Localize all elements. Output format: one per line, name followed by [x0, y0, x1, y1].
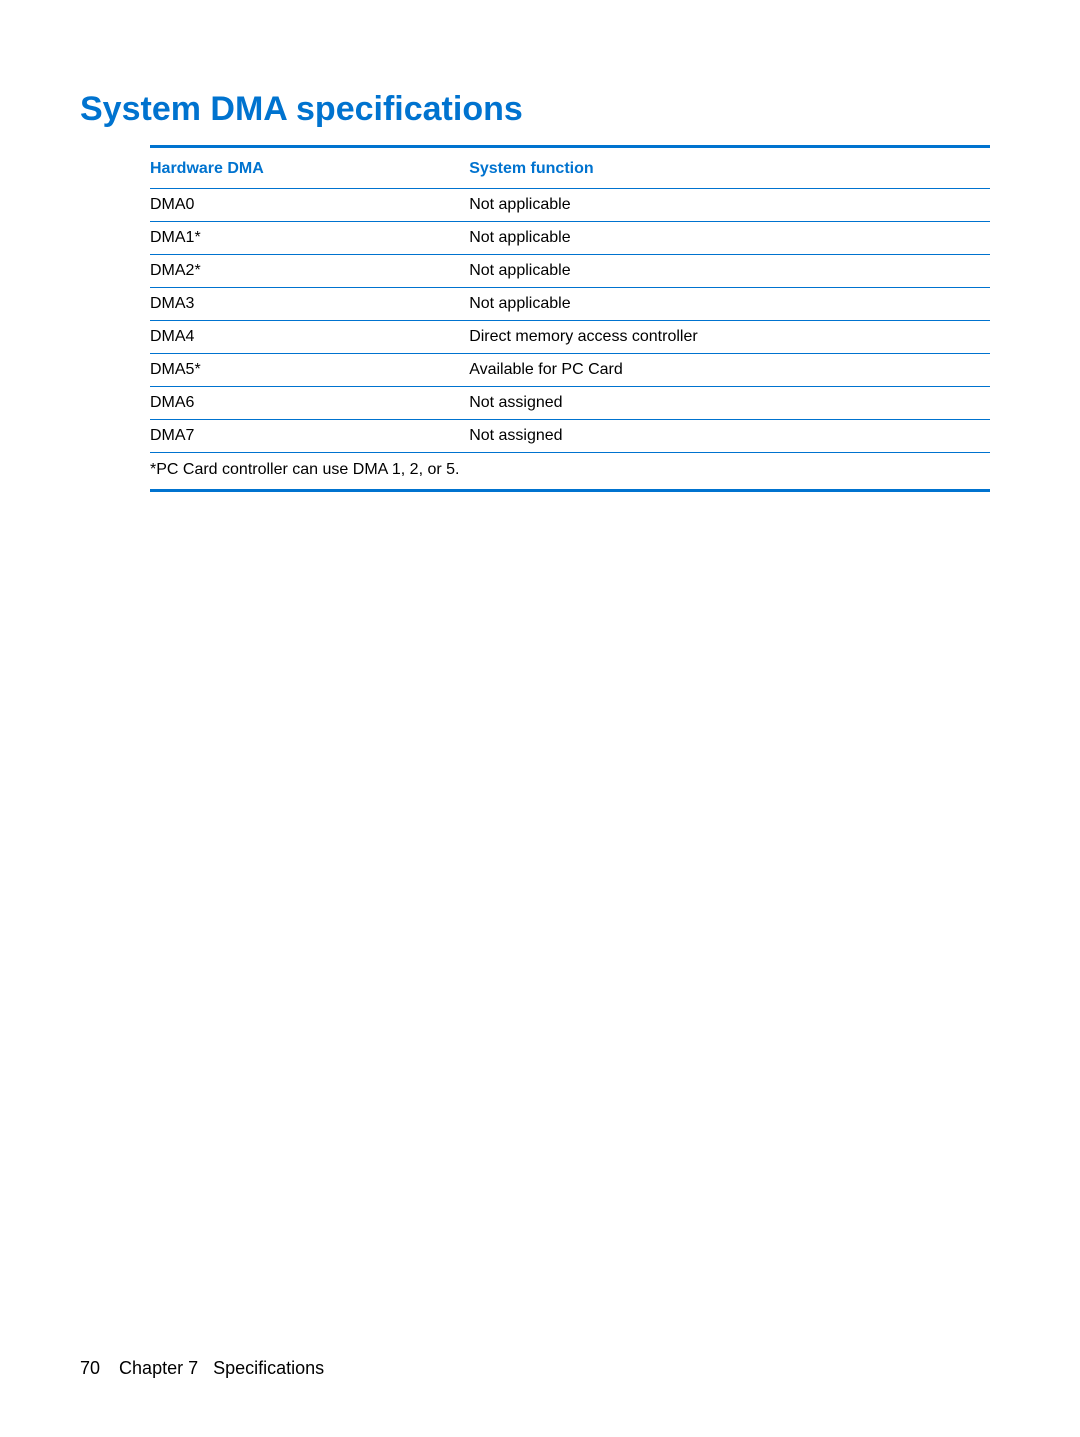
table-footnote-row: *PC Card controller can use DMA 1, 2, or…	[150, 453, 990, 491]
cell-hardware-dma: DMA0	[150, 189, 469, 222]
cell-hardware-dma: DMA7	[150, 420, 469, 453]
cell-system-function: Not applicable	[469, 222, 990, 255]
footer-chapter-title: Specifications	[213, 1358, 324, 1378]
page: System DMA specifications Hardware DMA S…	[0, 0, 1080, 1437]
cell-system-function: Available for PC Card	[469, 354, 990, 387]
table-row: DMA0 Not applicable	[150, 189, 990, 222]
cell-hardware-dma: DMA6	[150, 387, 469, 420]
cell-system-function: Direct memory access controller	[469, 321, 990, 354]
cell-system-function: Not assigned	[469, 387, 990, 420]
table-row: DMA4 Direct memory access controller	[150, 321, 990, 354]
cell-system-function: Not applicable	[469, 189, 990, 222]
cell-system-function: Not applicable	[469, 255, 990, 288]
table-row: DMA5* Available for PC Card	[150, 354, 990, 387]
column-header-hardware-dma: Hardware DMA	[150, 147, 469, 189]
table-row: DMA3 Not applicable	[150, 288, 990, 321]
cell-hardware-dma: DMA1*	[150, 222, 469, 255]
footer-page-number: 70	[80, 1358, 100, 1378]
column-header-system-function: System function	[469, 147, 990, 189]
dma-table: Hardware DMA System function DMA0 Not ap…	[150, 145, 990, 492]
cell-system-function: Not applicable	[469, 288, 990, 321]
table-header-row: Hardware DMA System function	[150, 147, 990, 189]
footer-chapter-label: Chapter 7	[119, 1358, 198, 1378]
cell-hardware-dma: DMA4	[150, 321, 469, 354]
table-row: DMA2* Not applicable	[150, 255, 990, 288]
cell-hardware-dma: DMA2*	[150, 255, 469, 288]
table-row: DMA7 Not assigned	[150, 420, 990, 453]
table-footnote: *PC Card controller can use DMA 1, 2, or…	[150, 453, 990, 491]
cell-hardware-dma: DMA3	[150, 288, 469, 321]
page-footer: 70 Chapter 7 Specifications	[80, 1358, 324, 1379]
table-row: DMA6 Not assigned	[150, 387, 990, 420]
cell-system-function: Not assigned	[469, 420, 990, 453]
cell-hardware-dma: DMA5*	[150, 354, 469, 387]
table-row: DMA1* Not applicable	[150, 222, 990, 255]
dma-table-container: Hardware DMA System function DMA0 Not ap…	[150, 145, 990, 492]
page-heading: System DMA specifications	[80, 90, 990, 129]
